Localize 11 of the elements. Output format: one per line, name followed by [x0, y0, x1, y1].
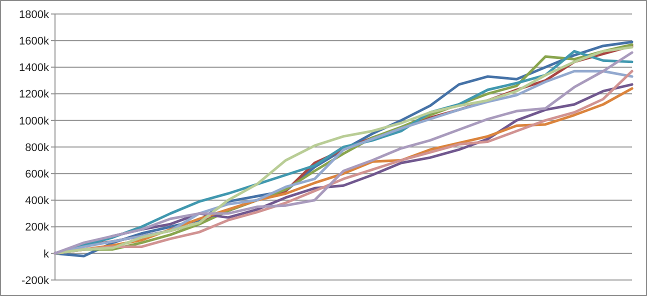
- y-tick-label: 1200k: [19, 88, 50, 101]
- y-tick-label: 800k: [25, 142, 50, 154]
- y-tick-label: 1000k: [19, 115, 50, 128]
- y-tick-label: 200k: [25, 222, 50, 234]
- y-tick-label: 600k: [25, 168, 50, 180]
- y-tick-label: k: [44, 248, 50, 260]
- y-tick-label: 1400k: [19, 62, 50, 74]
- y-tick-label: 1600k: [19, 35, 50, 48]
- y-tick-label: 400k: [25, 195, 50, 208]
- y-tick-label: -200k: [21, 274, 50, 287]
- y-tick-label: 1800k: [19, 8, 50, 21]
